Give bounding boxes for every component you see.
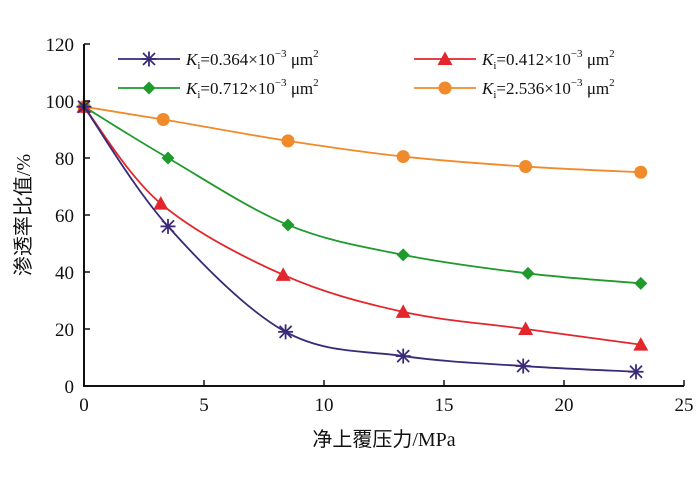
data-point — [278, 324, 294, 340]
legend-text-part: μm — [583, 50, 610, 69]
legend-text-part: i — [493, 60, 496, 72]
data-point — [518, 321, 534, 335]
series-line — [83, 106, 641, 346]
x-tick-label: 0 — [79, 395, 89, 416]
legend-text-part: = — [496, 79, 506, 98]
legend-label: Ki=0.412×10−3 μm2 — [481, 48, 615, 72]
legend-text-part: 2 — [609, 77, 615, 89]
legend-text-part: μm — [287, 79, 314, 98]
data-point — [396, 150, 410, 164]
legend-text-part: ×10 — [248, 79, 275, 98]
data-point — [161, 151, 175, 165]
legend-text-part: −3 — [571, 77, 583, 89]
data-point — [515, 358, 531, 374]
legend-text-part: ×10 — [248, 50, 275, 69]
series-asterisk — [76, 99, 644, 380]
legend-text-part: 2 — [313, 77, 319, 89]
data-point — [153, 196, 169, 210]
series-diamond — [77, 100, 648, 290]
legend-text-part: K — [481, 50, 495, 69]
legend-item: Ki=0.412×10−3 μm2 — [414, 48, 615, 72]
legend-text-part: = — [200, 79, 210, 98]
legend-text-part: ×10 — [544, 50, 571, 69]
legend-text-part: K — [185, 79, 199, 98]
legend-text-part: i — [197, 60, 200, 72]
y-ticks: 0 20 40 60 80 100 120 — [46, 35, 90, 398]
legend-text-part: 2 — [609, 48, 615, 60]
data-point — [395, 304, 411, 318]
legend-text-part: ×10 — [544, 79, 571, 98]
x-tick-label: 5 — [199, 395, 209, 416]
data-point — [396, 248, 410, 262]
y-tick-label: 80 — [55, 149, 74, 170]
legend-text-part: −3 — [571, 48, 583, 60]
legend-text-part: = — [496, 50, 506, 69]
legend-text-part: K — [481, 79, 495, 98]
data-point — [628, 364, 644, 380]
legend: Ki=0.364×10−3 μm2 Ki=0.412×10−3 μm2Ki=0.7… — [118, 48, 615, 101]
legend-text-part: 0.712 — [210, 79, 248, 98]
legend-marker — [437, 51, 453, 65]
x-tick-label: 25 — [675, 395, 694, 416]
data-point — [633, 337, 649, 351]
data-point — [519, 160, 533, 174]
legend-item: Ki=0.364×10−3 μm2 — [118, 48, 319, 72]
legend-text-part: −3 — [275, 77, 287, 89]
legend-text-part: i — [493, 89, 496, 101]
legend-marker — [438, 81, 452, 95]
data-point — [275, 267, 291, 281]
x-tick-label: 10 — [315, 395, 334, 416]
legend-marker — [142, 81, 156, 95]
data-point — [156, 113, 170, 127]
y-tick-label: 40 — [55, 263, 74, 284]
legend-text-part: 0.364 — [210, 50, 249, 69]
legend-text-part: μm — [583, 79, 610, 98]
legend-marker — [141, 51, 157, 67]
y-tick-label: 60 — [55, 206, 74, 227]
legend-text-part: μm — [287, 50, 314, 69]
data-point — [395, 348, 411, 364]
y-axis-label: 渗透率比值/% — [12, 154, 35, 276]
y-tick-label: 0 — [65, 377, 75, 398]
x-tick-label: 20 — [555, 395, 574, 416]
legend-text-part: −3 — [275, 48, 287, 60]
y-tick-label: 20 — [55, 320, 74, 341]
data-point — [634, 276, 648, 290]
legend-text-part: 0.412 — [506, 50, 544, 69]
legend-text-part: 2 — [313, 48, 319, 60]
series-triangle — [76, 99, 649, 351]
y-tick-label: 100 — [46, 92, 75, 113]
legend-label: Ki=2.536×10−3 μm2 — [481, 77, 615, 101]
legend-label: Ki=0.712×10−3 μm2 — [185, 77, 319, 101]
x-axis-label: 净上覆压力/MPa — [312, 428, 455, 451]
x-tick-label: 15 — [435, 395, 454, 416]
legend-text-part: K — [185, 50, 199, 69]
x-ticks: 0 5 10 15 20 25 — [79, 380, 694, 416]
series-line — [83, 105, 641, 285]
plot-area: 0 5 10 15 20 25 0 20 40 60 80 100 120 — [46, 35, 694, 416]
data-point — [281, 134, 295, 148]
data-point — [634, 165, 648, 179]
legend-item: Ki=0.712×10−3 μm2 — [118, 77, 319, 101]
data-point — [160, 218, 176, 234]
legend-text-part: 2.536 — [506, 79, 544, 98]
legend-label: Ki=0.364×10−3 μm2 — [185, 48, 319, 72]
series-layer — [76, 99, 649, 380]
series-circle — [77, 100, 648, 179]
data-point — [521, 266, 535, 280]
data-point — [281, 218, 295, 232]
legend-text-part: = — [200, 50, 210, 69]
legend-text-part: i — [197, 89, 200, 101]
legend-item: Ki=2.536×10−3 μm2 — [414, 77, 615, 101]
y-tick-label: 120 — [46, 35, 75, 56]
